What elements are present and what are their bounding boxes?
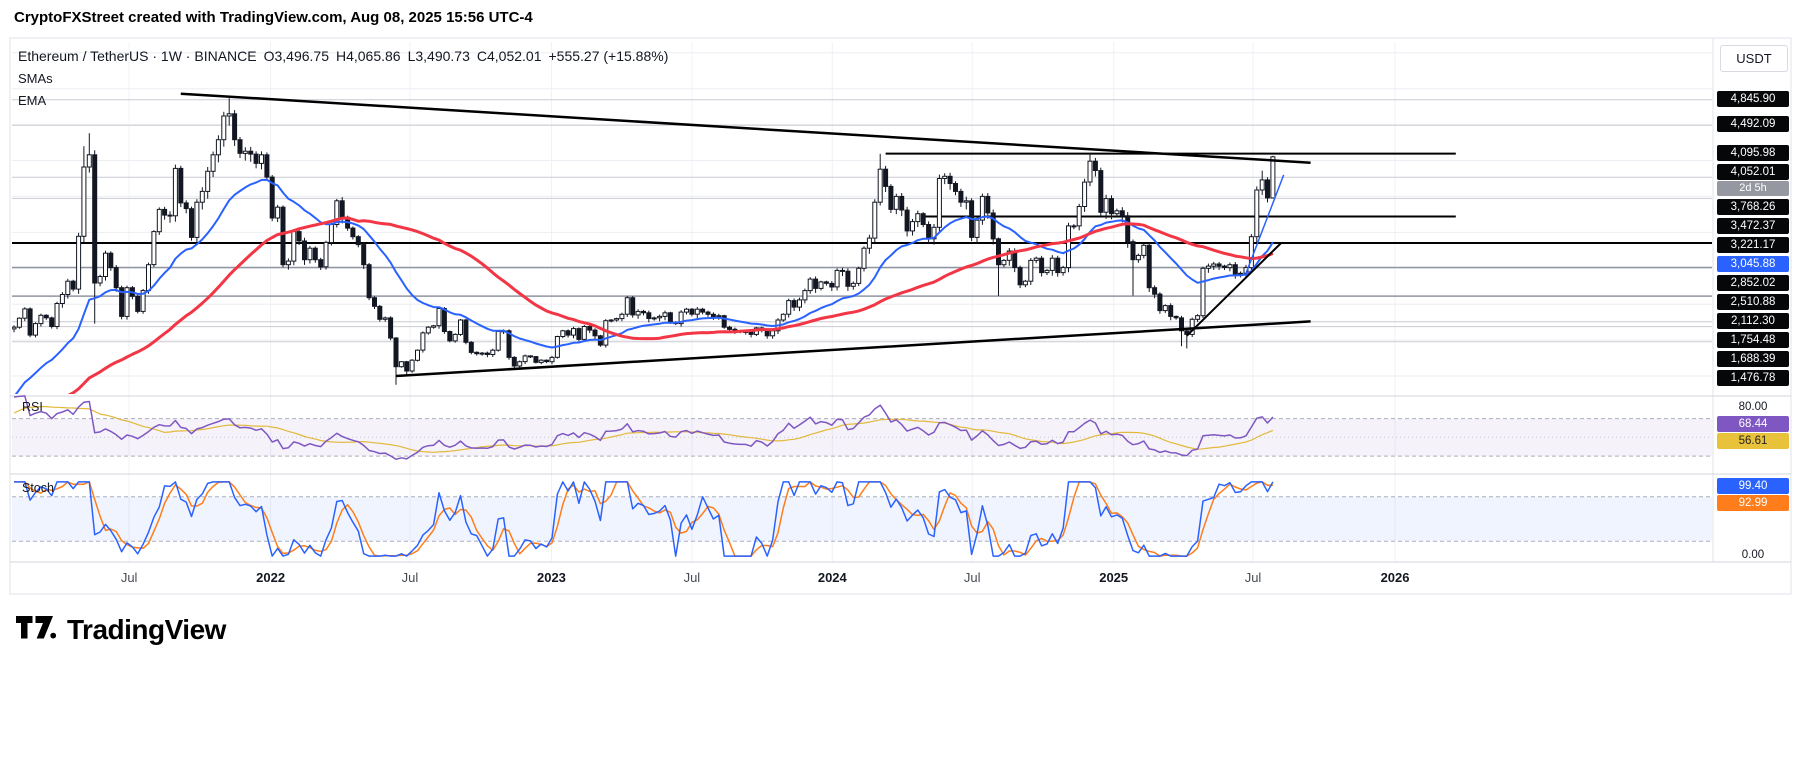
current-price-label[interactable]: 4,052.01 (1717, 163, 1789, 180)
tradingview-footer: TradingView (16, 614, 226, 646)
price-level-label[interactable]: 2,510.88 (1717, 293, 1789, 310)
price-level-label[interactable]: 4,095.98 (1717, 144, 1789, 161)
tradingview-logo-icon[interactable] (16, 615, 56, 645)
price-level-label[interactable]: 1,688.39 (1717, 350, 1789, 367)
time-axis[interactable]: Jul 2022 Jul 2023 Jul 2024 Jul 2025 Jul 2026 (0, 0, 1793, 600)
ema-price-label[interactable]: 3,045.88 (1717, 255, 1789, 272)
ohlc-close: C4,052.01 (476, 48, 542, 64)
rsi-scale-label: 80.00 (1738, 401, 1768, 414)
price-level-label[interactable]: 2,852.02 (1717, 274, 1789, 291)
credit-header: CryptoFXStreet created with TradingView.… (14, 9, 533, 26)
time-tick-label: 2022 (256, 570, 286, 585)
time-tick-label: 2024 (817, 570, 847, 585)
price-level-label[interactable]: 1,476.78 (1717, 369, 1789, 386)
ohlc-change: +555.27 (+15.88%) (548, 48, 669, 64)
ohlc-low: L3,490.73 (407, 48, 470, 64)
stoch-k-value-label[interactable]: 99.40 (1717, 478, 1789, 494)
time-tick-label: Jul (1244, 570, 1262, 585)
rsi-pane (12, 395, 1712, 461)
sma-indicator-legend[interactable]: SMAs (18, 71, 53, 86)
stoch-pane (12, 481, 1712, 557)
stoch-d-value-label[interactable]: 92.99 (1717, 495, 1789, 511)
price-level-label[interactable]: 1,754.48 (1717, 331, 1789, 348)
stoch-pane-label[interactable]: Stoch (22, 481, 54, 495)
moving-averages-layer (14, 178, 1274, 394)
price-axis[interactable]: 4,845.90 4,492.09 4,095.98 4,052.01 2d 5h 3,7… (1714, 0, 1793, 600)
currency-toggle[interactable]: USDT (1720, 45, 1788, 72)
ohlc-open: O3,496.75 (263, 48, 329, 64)
time-tick-label: 2025 (1099, 570, 1129, 585)
rsi-ma-value-label[interactable]: 56.61 (1717, 433, 1789, 450)
price-level-label[interactable]: 4,492.09 (1717, 116, 1789, 133)
time-tick-label: Jul (120, 570, 138, 585)
time-tick-label: 2026 (1380, 570, 1410, 585)
time-tick-label: Jul (683, 570, 701, 585)
ema-indicator-legend[interactable]: EMA (18, 93, 47, 108)
rsi-pane-label[interactable]: RSI (22, 400, 43, 414)
trendlines-layer (180, 92, 1311, 378)
price-level-label[interactable]: 3,221.17 (1717, 236, 1789, 253)
time-tick-label: Jul (963, 570, 981, 585)
bar-countdown-label: 2d 5h (1717, 180, 1789, 196)
symbol-legend[interactable]: Ethereum / TetherUS · 1W · BINANCE O3,496… (18, 48, 668, 64)
price-level-label[interactable]: 2,112.30 (1717, 312, 1789, 329)
tradingview-brand[interactable]: TradingView (67, 614, 226, 645)
price-level-label[interactable]: 3,472.37 (1717, 217, 1789, 234)
grid-layer (12, 42, 1712, 562)
ohlc-high: H4,065.86 (335, 48, 401, 64)
price-level-label[interactable]: 3,768.26 (1717, 198, 1789, 215)
time-tick-label: 2023 (536, 570, 566, 585)
symbol-title[interactable]: Ethereum / TetherUS · 1W · BINANCE (18, 48, 257, 64)
price-level-label[interactable]: 4,845.90 (1717, 90, 1789, 107)
rsi-value-label[interactable]: 68.44 (1717, 416, 1789, 433)
stoch-scale-label: 0.00 (1741, 549, 1765, 562)
time-tick-label: Jul (401, 570, 419, 585)
